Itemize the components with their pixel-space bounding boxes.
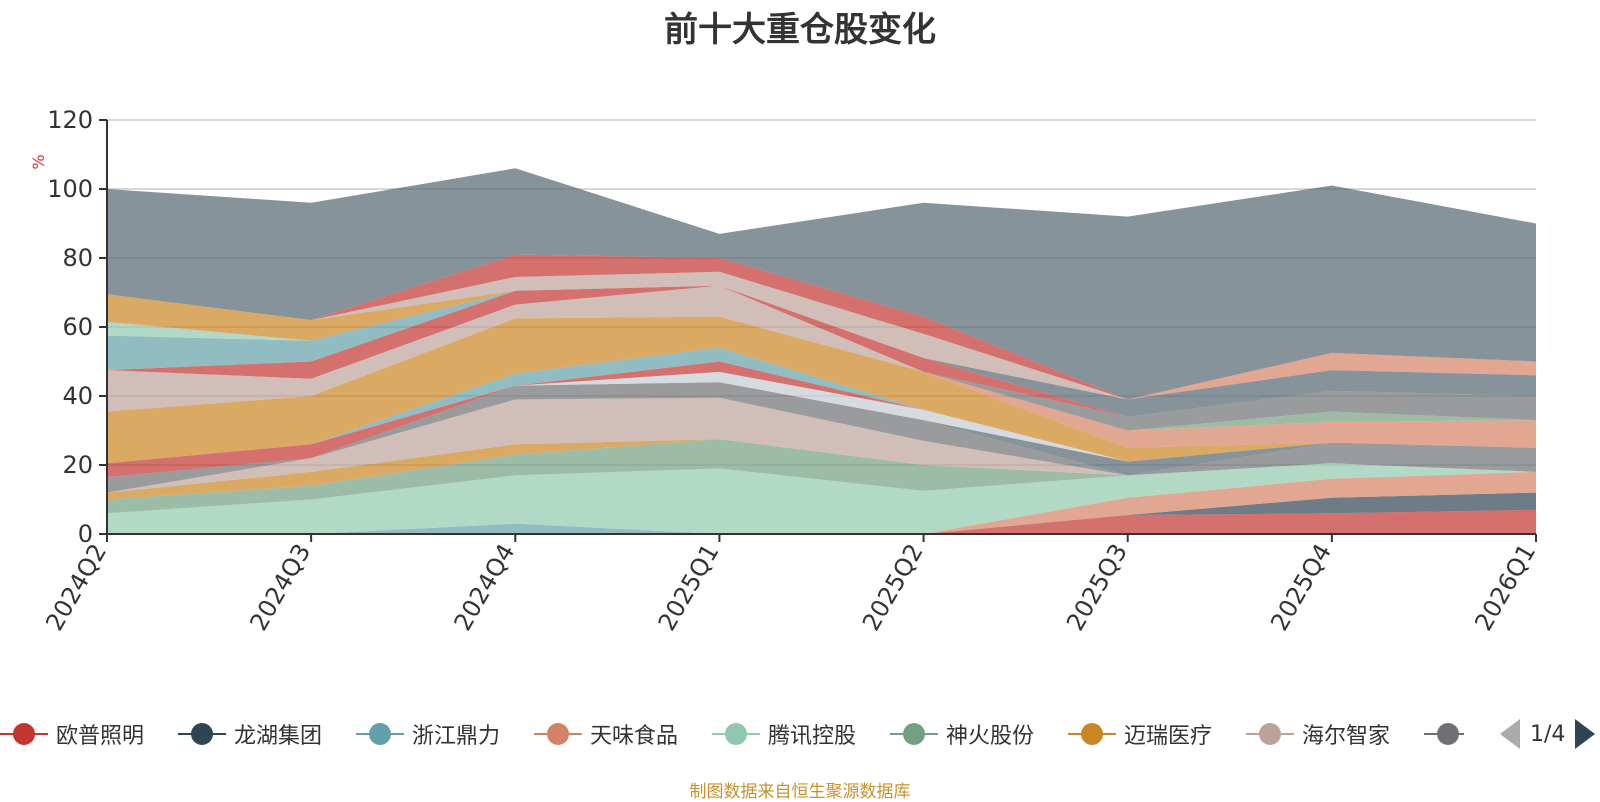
legend-item[interactable]: 神火股份 xyxy=(890,716,1034,752)
legend-page-indicator: 1/4 xyxy=(1530,721,1566,747)
legend-item[interactable]: 汇 xyxy=(1424,716,1464,752)
area-series-海尔智家 xyxy=(107,397,1536,493)
legend-items: 欧普照明 龙湖集团 浙江鼎力 天味食品 腾讯控股 神火股份 迈瑞医疗 海尔智家 汇 xyxy=(0,716,1464,752)
area-series-宁德时代 xyxy=(107,371,1536,478)
y-axis-label: % xyxy=(29,154,48,169)
legend-item[interactable]: 腾讯控股 xyxy=(712,716,856,752)
area-series-中国平安 xyxy=(107,316,1536,431)
area-series xyxy=(107,168,1536,534)
area-series-欧普照明 xyxy=(107,509,1536,534)
legend-marker-icon xyxy=(178,716,226,752)
legend-marker-icon xyxy=(534,716,582,752)
area-series-天味食品 xyxy=(107,471,1536,534)
y-tick-label: 60 xyxy=(62,313,93,341)
y-tick-label: 80 xyxy=(62,244,93,272)
area-series-紫金矿业 xyxy=(107,316,1536,464)
legend-label: 浙江鼎力 xyxy=(412,724,501,749)
area-series-其他 xyxy=(107,168,1536,400)
legend-label: 神火股份 xyxy=(946,724,1035,749)
legend-prev-page-icon[interactable] xyxy=(1500,719,1520,749)
legend-marker-icon xyxy=(1246,716,1294,752)
legend-item[interactable]: 欧普照明 xyxy=(0,716,144,752)
legend-marker-icon xyxy=(1424,716,1464,752)
chart-title: 前十大重仓股变化 xyxy=(664,10,936,50)
area-series-龙湖集团 xyxy=(107,492,1536,534)
legend: 欧普照明 龙湖集团 浙江鼎力 天味食品 腾讯控股 神火股份 迈瑞医疗 海尔智家 汇 xyxy=(0,716,1600,752)
legend-label: 欧普照明 xyxy=(56,724,145,749)
x-tick-label: 2024Q3 xyxy=(244,539,316,635)
legend-marker-icon xyxy=(890,716,938,752)
legend-item[interactable]: 海尔智家 xyxy=(1246,716,1390,752)
x-tick-label: 2025Q1 xyxy=(653,539,725,635)
y-tick-label: 40 xyxy=(62,382,93,410)
x-tick-label: 2026Q1 xyxy=(1469,539,1541,635)
x-tick-label: 2025Q2 xyxy=(857,539,929,635)
area-series-迈瑞医疗 xyxy=(107,439,1536,500)
y-tick-label: 100 xyxy=(47,175,93,203)
legend-item[interactable]: 天味食品 xyxy=(534,716,678,752)
x-tick-label: 2024Q2 xyxy=(40,539,112,635)
area-series-汇川技术 xyxy=(107,382,1536,493)
x-tick-label: 2025Q3 xyxy=(1061,539,1133,635)
area-series-格力电器 xyxy=(107,316,1536,448)
x-tick-label: 2025Q4 xyxy=(1265,539,1337,635)
legend-item[interactable]: 浙江鼎力 xyxy=(356,716,500,752)
legend-label: 龙湖集团 xyxy=(234,724,323,749)
legend-label: 迈瑞医疗 xyxy=(1124,724,1213,749)
y-tick-label: 120 xyxy=(47,106,93,134)
legend-label: 腾讯控股 xyxy=(768,724,857,749)
legend-marker-icon xyxy=(712,716,760,752)
area-series-腾讯控股 xyxy=(107,463,1536,534)
legend-marker-icon xyxy=(1068,716,1116,752)
area-series-比亚迪 xyxy=(107,285,1536,417)
legend-pager: 1/4 xyxy=(1500,716,1596,752)
y-tick-label: 20 xyxy=(62,451,93,479)
y-tick-label: 0 xyxy=(78,520,93,548)
legend-item[interactable]: 龙湖集团 xyxy=(178,716,322,752)
legend-next-page-icon[interactable] xyxy=(1575,719,1596,749)
area-series-恒瑞医药 xyxy=(107,285,1536,417)
legend-marker-icon xyxy=(356,716,404,752)
x-tick-label: 2024Q4 xyxy=(449,539,521,635)
legend-label: 海尔智家 xyxy=(1302,724,1391,749)
legend-marker-icon xyxy=(0,716,48,752)
source-note: 制图数据来自恒生聚源数据库 xyxy=(689,782,911,802)
area-series-神火股份 xyxy=(107,439,1536,514)
legend-label: 天味食品 xyxy=(590,724,679,749)
legend-item[interactable]: 迈瑞医疗 xyxy=(1068,716,1212,752)
